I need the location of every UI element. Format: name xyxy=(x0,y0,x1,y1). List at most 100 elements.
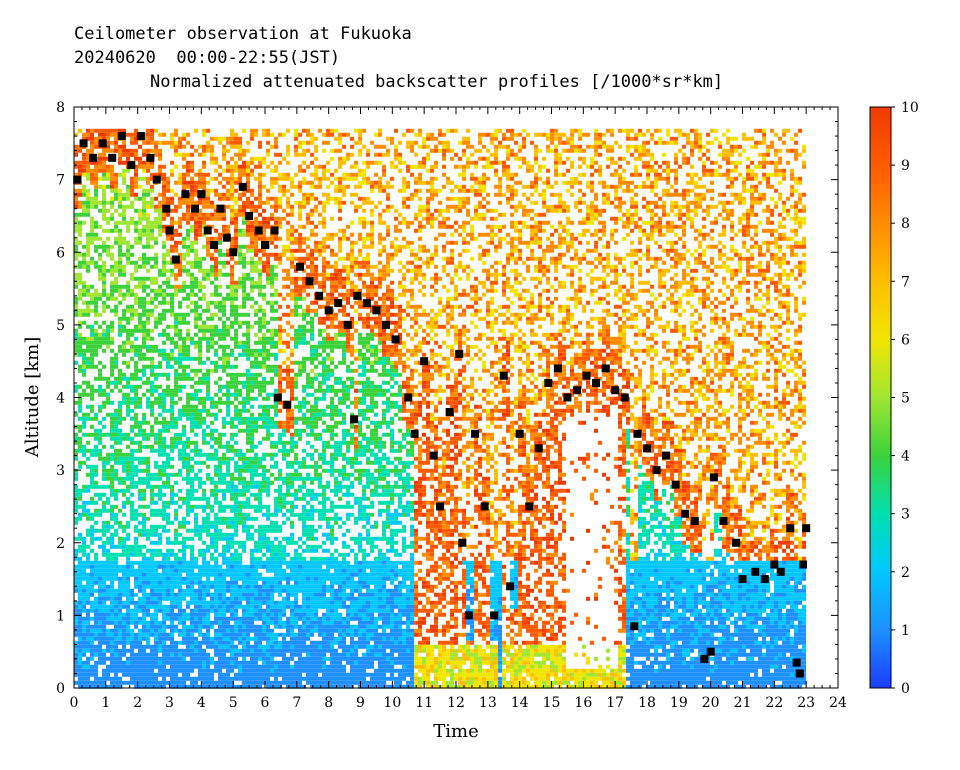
backscatter-cell xyxy=(130,640,134,645)
backscatter-cell xyxy=(234,372,238,377)
backscatter-cell xyxy=(238,632,242,637)
backscatter-cell xyxy=(154,148,158,153)
backscatter-cell xyxy=(250,504,254,509)
backscatter-cell xyxy=(142,624,146,629)
backscatter-cell xyxy=(78,280,82,285)
backscatter-cell xyxy=(194,572,198,577)
backscatter-cell xyxy=(238,172,242,177)
backscatter-cell xyxy=(222,684,226,689)
backscatter-cell xyxy=(122,140,126,145)
backscatter-cell xyxy=(114,412,118,417)
backscatter-cell xyxy=(238,352,242,357)
backscatter-cell xyxy=(174,344,178,349)
backscatter-cell xyxy=(122,372,126,377)
backscatter-cell xyxy=(190,584,194,589)
backscatter-cell xyxy=(74,280,78,285)
backscatter-cell xyxy=(226,356,230,361)
backscatter-cell xyxy=(250,260,254,265)
backscatter-cell xyxy=(274,668,278,673)
backscatter-cell xyxy=(226,196,230,201)
backscatter-cell xyxy=(174,192,178,197)
backscatter-cell xyxy=(134,416,138,421)
backscatter-cell xyxy=(90,496,94,501)
backscatter-cell xyxy=(250,552,254,557)
backscatter-cell xyxy=(146,404,150,409)
backscatter-cell xyxy=(214,684,218,689)
backscatter-cell xyxy=(238,176,242,181)
backscatter-cell xyxy=(138,528,142,533)
backscatter-cell xyxy=(198,616,202,621)
backscatter-cell xyxy=(82,552,86,557)
backscatter-cell xyxy=(150,664,154,669)
backscatter-cell xyxy=(238,624,242,629)
backscatter-cell xyxy=(202,664,206,669)
backscatter-cell xyxy=(94,480,98,485)
backscatter-cell xyxy=(86,608,90,613)
backscatter-cell xyxy=(78,656,82,661)
backscatter-cell xyxy=(250,652,254,657)
backscatter-cell xyxy=(146,596,150,601)
backscatter-cell xyxy=(282,552,286,557)
backscatter-cell xyxy=(138,220,142,225)
backscatter-cell xyxy=(162,296,166,301)
backscatter-cell xyxy=(270,232,274,237)
backscatter-cell xyxy=(74,224,78,229)
backscatter-cell xyxy=(174,248,178,253)
backscatter-cell xyxy=(98,456,102,461)
backscatter-cell xyxy=(118,620,122,625)
backscatter-cell xyxy=(102,160,106,165)
backscatter-cell xyxy=(110,600,114,605)
backscatter-cell xyxy=(246,196,250,201)
backscatter-cell xyxy=(130,664,134,669)
backscatter-cell xyxy=(158,668,162,673)
backscatter-cell xyxy=(198,648,202,653)
backscatter-cell xyxy=(162,472,166,477)
backscatter-cell xyxy=(86,252,90,257)
backscatter-cell xyxy=(190,596,194,601)
backscatter-cell xyxy=(74,556,78,561)
backscatter-cell xyxy=(226,380,230,385)
backscatter-cell xyxy=(158,560,162,565)
backscatter-cell xyxy=(122,488,126,493)
backscatter-cell xyxy=(98,628,102,633)
backscatter-cell xyxy=(146,572,150,577)
backscatter-cell xyxy=(270,524,274,529)
backscatter-cell xyxy=(186,232,190,237)
backscatter-cell xyxy=(86,644,90,649)
backscatter-cell xyxy=(166,308,170,313)
backscatter-cell xyxy=(198,572,202,577)
backscatter-cell xyxy=(158,576,162,581)
backscatter-cell xyxy=(118,300,122,305)
backscatter-cell xyxy=(254,376,258,381)
backscatter-cell xyxy=(150,612,154,617)
backscatter-cell xyxy=(138,184,142,189)
backscatter-cell xyxy=(266,416,270,421)
backscatter-cell xyxy=(82,568,86,573)
backscatter-cell xyxy=(278,220,282,225)
backscatter-cell xyxy=(142,492,146,497)
backscatter-cell xyxy=(146,548,150,553)
backscatter-cell xyxy=(122,644,126,649)
backscatter-cell xyxy=(122,476,126,481)
backscatter-cell xyxy=(174,208,178,213)
backscatter-cell xyxy=(94,184,98,189)
backscatter-cell xyxy=(134,184,138,189)
backscatter-cell xyxy=(198,256,202,261)
backscatter-cell xyxy=(134,432,138,437)
backscatter-cell xyxy=(194,280,198,285)
backscatter-cell xyxy=(78,460,82,465)
backscatter-cell xyxy=(190,488,194,493)
backscatter-cell xyxy=(230,304,234,309)
backscatter-cell xyxy=(134,276,138,281)
backscatter-cell xyxy=(254,176,258,181)
backscatter-cell xyxy=(162,684,166,689)
backscatter-cell xyxy=(282,492,286,497)
backscatter-cell xyxy=(106,228,110,233)
backscatter-cell xyxy=(258,424,262,429)
backscatter-cell xyxy=(214,532,218,537)
backscatter-cell xyxy=(230,348,234,353)
backscatter-cell xyxy=(198,180,202,185)
backscatter-cell xyxy=(202,284,206,289)
backscatter-cell xyxy=(210,604,214,609)
backscatter-cell xyxy=(210,144,214,149)
